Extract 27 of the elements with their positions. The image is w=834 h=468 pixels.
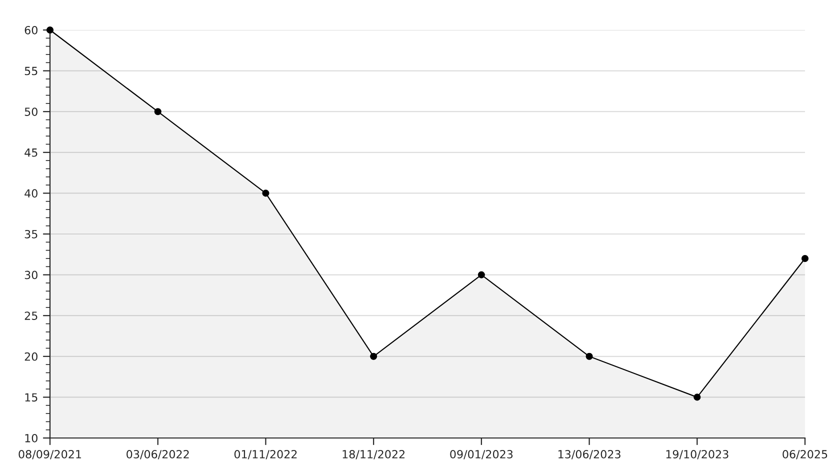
x-tick-label: 13/06/2023 bbox=[558, 450, 620, 460]
y-tick-label: 30 bbox=[24, 270, 38, 280]
y-tick-label: 40 bbox=[24, 189, 38, 198]
x-tick-label: 03/06/2022 bbox=[126, 450, 189, 460]
x-tick-label: 08/09/2021 bbox=[18, 450, 81, 460]
point bbox=[586, 352, 593, 360]
point bbox=[478, 271, 485, 278]
x-tick-label: 18/11/2022 bbox=[342, 450, 404, 460]
point bbox=[694, 394, 701, 401]
y-tick-label: 55 bbox=[24, 66, 38, 76]
point bbox=[262, 190, 270, 197]
y-tick-label: 35 bbox=[24, 230, 38, 238]
x-tick-label: 09/01/2023 bbox=[450, 450, 513, 460]
point bbox=[46, 26, 54, 34]
point bbox=[801, 254, 809, 262]
y-tick-label: 45 bbox=[24, 148, 38, 157]
y-tick-label: 50 bbox=[24, 108, 38, 116]
y-tick-label: 60 bbox=[24, 26, 38, 34]
y-tick-label: 20 bbox=[24, 352, 38, 361]
point bbox=[370, 352, 378, 360]
x-tick-label: 06/2025 bbox=[782, 450, 828, 460]
y-tick-label: 25 bbox=[24, 312, 38, 320]
point bbox=[154, 108, 162, 116]
y-tick-label: 10 bbox=[25, 434, 38, 442]
x-tick-label: 01/11/2022 bbox=[234, 450, 297, 460]
y-tick-label: 15 bbox=[25, 393, 38, 402]
x-tick-label: 19/10/2023 bbox=[666, 450, 728, 460]
